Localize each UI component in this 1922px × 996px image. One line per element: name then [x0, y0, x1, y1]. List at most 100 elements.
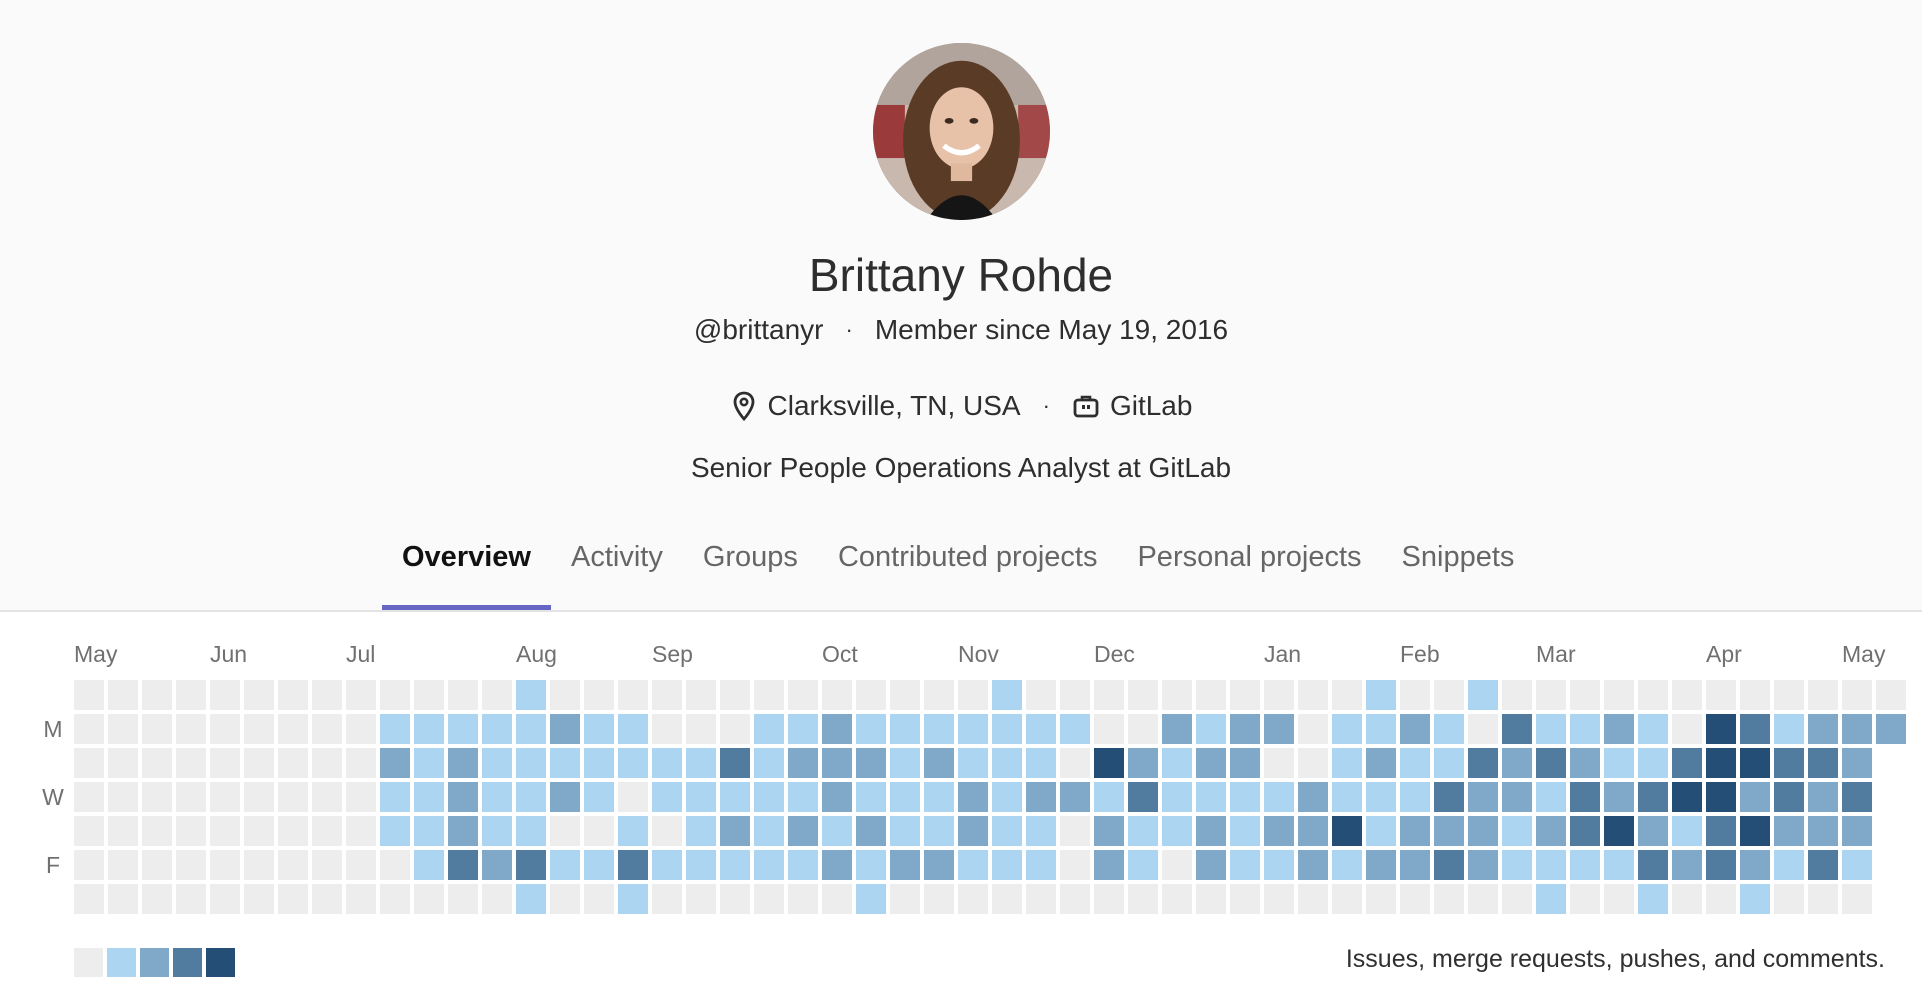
calendar-day-cell[interactable] [1536, 850, 1566, 880]
calendar-day-cell[interactable] [142, 884, 172, 914]
calendar-day-cell[interactable] [958, 782, 988, 812]
calendar-day-cell[interactable] [992, 782, 1022, 812]
calendar-day-cell[interactable] [618, 782, 648, 812]
calendar-day-cell[interactable] [618, 714, 648, 744]
calendar-day-cell[interactable] [414, 748, 444, 778]
calendar-day-cell[interactable] [1604, 680, 1634, 710]
calendar-day-cell[interactable] [1876, 680, 1906, 710]
tab-activity[interactable]: Activity [570, 541, 663, 573]
calendar-day-cell[interactable] [1366, 816, 1396, 846]
calendar-day-cell[interactable] [890, 816, 920, 846]
calendar-day-cell[interactable] [1774, 680, 1804, 710]
calendar-day-cell[interactable] [720, 850, 750, 880]
calendar-day-cell[interactable] [1060, 680, 1090, 710]
calendar-day-cell[interactable] [448, 850, 478, 880]
calendar-day-cell[interactable] [1774, 748, 1804, 778]
calendar-day-cell[interactable] [1094, 816, 1124, 846]
calendar-day-cell[interactable] [176, 680, 206, 710]
calendar-day-cell[interactable] [1332, 782, 1362, 812]
calendar-day-cell[interactable] [1570, 782, 1600, 812]
calendar-day-cell[interactable] [1060, 748, 1090, 778]
calendar-day-cell[interactable] [142, 782, 172, 812]
calendar-day-cell[interactable] [550, 680, 580, 710]
calendar-day-cell[interactable] [312, 850, 342, 880]
calendar-day-cell[interactable] [1094, 884, 1124, 914]
calendar-day-cell[interactable] [210, 850, 240, 880]
calendar-day-cell[interactable] [1196, 680, 1226, 710]
calendar-day-cell[interactable] [1128, 680, 1158, 710]
calendar-day-cell[interactable] [244, 884, 274, 914]
calendar-day-cell[interactable] [448, 816, 478, 846]
calendar-day-cell[interactable] [210, 816, 240, 846]
calendar-day-cell[interactable] [584, 884, 614, 914]
calendar-day-cell[interactable] [414, 884, 444, 914]
calendar-day-cell[interactable] [754, 884, 784, 914]
calendar-day-cell[interactable] [890, 680, 920, 710]
calendar-day-cell[interactable] [686, 816, 716, 846]
calendar-day-cell[interactable] [686, 714, 716, 744]
calendar-day-cell[interactable] [618, 884, 648, 914]
calendar-day-cell[interactable] [1842, 680, 1872, 710]
calendar-day-cell[interactable] [1842, 748, 1872, 778]
calendar-day-cell[interactable] [278, 884, 308, 914]
calendar-day-cell[interactable] [1332, 714, 1362, 744]
calendar-day-cell[interactable] [1162, 680, 1192, 710]
calendar-day-cell[interactable] [1400, 782, 1430, 812]
calendar-day-cell[interactable] [142, 680, 172, 710]
calendar-day-cell[interactable] [516, 680, 546, 710]
calendar-day-cell[interactable] [822, 714, 852, 744]
calendar-day-cell[interactable] [1570, 680, 1600, 710]
calendar-day-cell[interactable] [1094, 680, 1124, 710]
calendar-day-cell[interactable] [992, 748, 1022, 778]
calendar-day-cell[interactable] [1298, 680, 1328, 710]
calendar-day-cell[interactable] [1332, 850, 1362, 880]
calendar-day-cell[interactable] [822, 850, 852, 880]
calendar-day-cell[interactable] [1604, 850, 1634, 880]
calendar-day-cell[interactable] [1026, 850, 1056, 880]
calendar-day-cell[interactable] [414, 850, 444, 880]
calendar-day-cell[interactable] [1672, 884, 1702, 914]
calendar-day-cell[interactable] [686, 782, 716, 812]
calendar-day-cell[interactable] [346, 748, 376, 778]
calendar-day-cell[interactable] [176, 884, 206, 914]
calendar-day-cell[interactable] [176, 850, 206, 880]
calendar-day-cell[interactable] [720, 816, 750, 846]
calendar-day-cell[interactable] [516, 884, 546, 914]
tab-snippets[interactable]: Snippets [1401, 541, 1515, 573]
calendar-day-cell[interactable] [1332, 748, 1362, 778]
calendar-day-cell[interactable] [1332, 680, 1362, 710]
calendar-day-cell[interactable] [1536, 748, 1566, 778]
calendar-day-cell[interactable] [754, 714, 784, 744]
calendar-day-cell[interactable] [278, 850, 308, 880]
calendar-day-cell[interactable] [1808, 816, 1838, 846]
calendar-day-cell[interactable] [1298, 782, 1328, 812]
calendar-day-cell[interactable] [1434, 782, 1464, 812]
calendar-day-cell[interactable] [1468, 714, 1498, 744]
calendar-day-cell[interactable] [1026, 884, 1056, 914]
calendar-day-cell[interactable] [482, 680, 512, 710]
calendar-day-cell[interactable] [74, 680, 104, 710]
calendar-day-cell[interactable] [652, 850, 682, 880]
calendar-day-cell[interactable] [618, 816, 648, 846]
calendar-day-cell[interactable] [1264, 714, 1294, 744]
calendar-day-cell[interactable] [1230, 884, 1260, 914]
calendar-day-cell[interactable] [1128, 816, 1158, 846]
organization[interactable]: GitLab [1109, 390, 1193, 421]
calendar-day-cell[interactable] [1774, 782, 1804, 812]
calendar-day-cell[interactable] [1298, 850, 1328, 880]
calendar-day-cell[interactable] [1570, 748, 1600, 778]
calendar-day-cell[interactable] [244, 816, 274, 846]
calendar-day-cell[interactable] [652, 680, 682, 710]
calendar-day-cell[interactable] [380, 850, 410, 880]
calendar-day-cell[interactable] [244, 680, 274, 710]
calendar-day-cell[interactable] [992, 816, 1022, 846]
calendar-day-cell[interactable] [720, 782, 750, 812]
calendar-day-cell[interactable] [992, 850, 1022, 880]
calendar-day-cell[interactable] [312, 816, 342, 846]
calendar-day-cell[interactable] [618, 850, 648, 880]
calendar-day-cell[interactable] [754, 748, 784, 778]
calendar-day-cell[interactable] [958, 714, 988, 744]
calendar-day-cell[interactable] [958, 748, 988, 778]
calendar-day-cell[interactable] [380, 714, 410, 744]
calendar-day-cell[interactable] [1400, 714, 1430, 744]
